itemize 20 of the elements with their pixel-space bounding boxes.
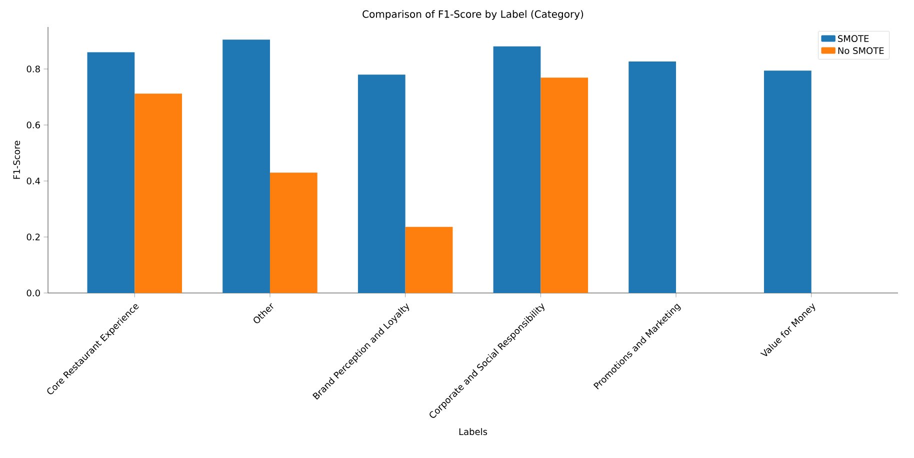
bar <box>540 78 588 293</box>
y-tick-label: 0.8 <box>26 66 40 72</box>
bar <box>764 70 812 293</box>
x-axis-title: Labels <box>459 428 488 436</box>
bar <box>222 40 270 293</box>
y-tick-label: 0.0 <box>26 290 40 296</box>
chart-title: Comparison of F1-Score by Label (Category) <box>362 10 584 20</box>
bar <box>270 172 318 293</box>
bar <box>628 61 676 293</box>
y-tick-label: 0.6 <box>26 122 40 128</box>
bar <box>87 52 135 293</box>
bar <box>134 94 182 293</box>
legend-label: SMOTE <box>838 35 869 42</box>
bar <box>358 74 406 293</box>
legend-label: No SMOTE <box>838 47 884 54</box>
bar <box>493 46 541 293</box>
y-tick-label: 0.2 <box>26 234 40 240</box>
bar <box>405 226 453 293</box>
y-axis-title: F1-Score <box>13 140 20 179</box>
y-tick-label: 0.4 <box>26 178 40 184</box>
